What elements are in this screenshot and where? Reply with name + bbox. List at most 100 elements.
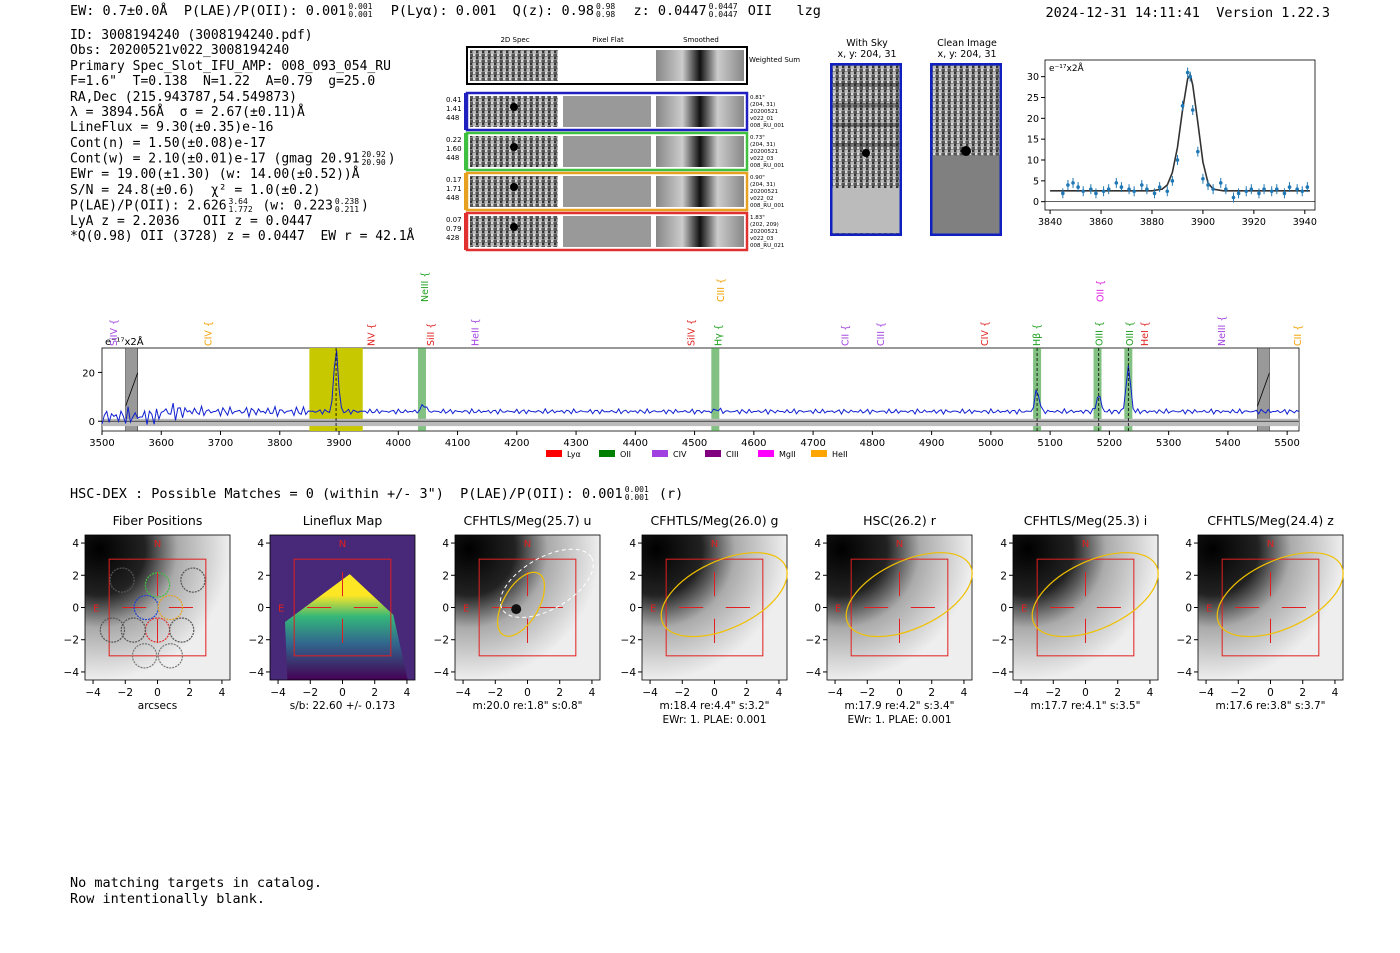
x-tick-label: −2 xyxy=(303,687,318,699)
x-tick-label: −2 xyxy=(860,687,875,699)
plya-value: P(Lyα): 0.001 xyxy=(390,3,497,19)
footer-line-1: No matching targets in catalog. xyxy=(70,875,322,891)
qz-range: 0.98 0.98 xyxy=(595,2,616,19)
spectrum-line-label: SiIV { xyxy=(687,319,698,346)
fiber-circle xyxy=(144,572,171,598)
panel-title: Lineflux Map xyxy=(303,513,383,528)
legend-label: CIV xyxy=(673,450,687,459)
spectrum-xtick-label: 4400 xyxy=(623,438,648,449)
cutout-left-label: 448 xyxy=(446,114,459,122)
spectrum-line xyxy=(101,350,1300,425)
x-tick-label: 0 xyxy=(1082,687,1089,699)
x-tick-label: 2 xyxy=(928,687,935,699)
cutout-right-label: 008_RU_021 xyxy=(750,243,784,249)
spectrum-line-label: OIII { xyxy=(1125,321,1136,346)
panel-1: N E 4 2 0 −2 −4 −4 −2 0 2 4 xyxy=(64,534,231,699)
spectrum-green-band xyxy=(1093,348,1102,431)
ew-value: EW: 0.7±0.0Å xyxy=(70,3,168,19)
fit-data-point xyxy=(1262,187,1266,191)
fit-data-point xyxy=(1249,187,1254,191)
fit-data-point xyxy=(1180,104,1185,108)
image-background xyxy=(455,535,600,680)
y-tick-label: −4 xyxy=(249,667,265,679)
fit-data-point xyxy=(1282,191,1287,196)
fit-data-point xyxy=(1145,187,1149,191)
fit-data-point xyxy=(1114,181,1119,185)
fit-data-point xyxy=(1132,189,1136,194)
fit-data-point xyxy=(1206,183,1210,187)
x-tick-label: 2 xyxy=(1299,687,1306,699)
spectrum-line-label: CII { xyxy=(841,325,852,346)
east-label: E xyxy=(463,604,469,615)
y-tick-label: −2 xyxy=(64,635,79,647)
legend-label: CIII xyxy=(726,450,739,459)
cutout-right-label: v022_01 xyxy=(750,116,774,122)
y-tick-label: 0 xyxy=(1185,603,1192,615)
image-background xyxy=(1198,535,1343,680)
with-sky-title: With Sky x, y: 204, 31 xyxy=(837,38,897,60)
spectrum-xtick-label: 4200 xyxy=(504,438,529,449)
north-label: N xyxy=(896,539,903,550)
cutout-left-label: 1.71 xyxy=(446,185,462,193)
x-tick-label: 0 xyxy=(711,687,718,699)
spectrum-xtick-label: 5100 xyxy=(1037,438,1062,449)
fit-data-point xyxy=(1201,176,1205,181)
fit-data-point xyxy=(1081,189,1086,194)
qz-value: Q(z): 0.98 xyxy=(512,3,594,19)
y-tick-label: −2 xyxy=(434,635,449,647)
x-tick-label: 4 xyxy=(1147,687,1154,699)
y-tick-label: 4 xyxy=(1000,538,1007,550)
x-tick-label: −4 xyxy=(1013,687,1029,699)
spectrum-line-label: OII { xyxy=(1095,280,1106,302)
legend-swatch xyxy=(758,450,774,457)
timestamp-version: 2024-12-31 14:11:41 Version 1.22.3 xyxy=(1046,5,1331,21)
fit-ytick-label: 20 xyxy=(1027,114,1039,125)
fit-data-point xyxy=(1190,108,1195,112)
x-tick-label: −4 xyxy=(1198,687,1214,699)
info-radec: RA,Dec (215.943787,54.549873) xyxy=(70,89,297,105)
aperture-ellipse xyxy=(845,552,973,638)
info-q: *Q(0.98) OII (3728) z = 0.0447 EW r = 42… xyxy=(70,229,415,245)
info-lambda: λ = 3894.56Å σ = 2.67(±0.11)Å xyxy=(70,105,305,121)
flag: lzg xyxy=(796,3,821,19)
cutout-smoothed-3 xyxy=(656,176,744,207)
y-tick-label: 4 xyxy=(814,538,821,550)
cutout-left-label: 0.07 xyxy=(446,216,462,224)
panel-title: CFHTLS/Meg(25.3) i xyxy=(1024,513,1148,528)
cutout-2d-2 xyxy=(470,136,558,167)
spectrum-line-label: CIII { xyxy=(716,278,727,302)
fit-data-point xyxy=(1119,185,1124,189)
cutout-2d-4 xyxy=(470,216,558,247)
search-box xyxy=(478,558,577,657)
fit-xtick-label: 3880 xyxy=(1140,217,1164,228)
cutout-source-2 xyxy=(510,143,518,151)
full-spectrum-chart: 3500 3600 3700 3800 3900 4000 4100 4200 4300 4400… xyxy=(82,272,1304,459)
spectrum-xtick-label: 4900 xyxy=(919,438,944,449)
cutout-2d-3 xyxy=(470,176,558,207)
fit-data-point xyxy=(1170,179,1175,183)
spec-cutout-grid: 2D Spec Pixel Flat Smoothed Weighted Sum… xyxy=(446,36,800,252)
header-summary: EW: 0.7±0.0Å P(LAE)/P(OII): 0.001 0.001 0.… xyxy=(70,2,821,20)
y-tick-label: 2 xyxy=(1000,570,1007,582)
cutout-color-bar xyxy=(464,173,467,210)
y-tick-label: 0 xyxy=(72,603,79,615)
cutout-source-4 xyxy=(510,223,518,231)
legend-swatch xyxy=(811,450,827,457)
x-tick-label: −2 xyxy=(1231,687,1246,699)
fit-data-point xyxy=(1287,185,1292,189)
legend-label: OII xyxy=(620,450,631,459)
panel-caption-2: EWr: 1. PLAE: 0.001 xyxy=(847,714,951,726)
spectrum-line-label: NeIII { xyxy=(420,272,431,302)
fit-ytick-label: 10 xyxy=(1027,156,1039,167)
cutout-right-label: 20200521 xyxy=(750,229,778,235)
fit-ytick-label: 15 xyxy=(1027,135,1039,146)
x-tick-label: −4 xyxy=(85,687,101,699)
cutout-left-label: 0.41 xyxy=(446,96,462,104)
north-label: N xyxy=(524,539,531,550)
cutout-smoothed-2 xyxy=(656,136,744,167)
fit-data-point xyxy=(1094,191,1098,196)
x-tick-label: −4 xyxy=(827,687,843,699)
fit-data-point xyxy=(1076,185,1080,189)
spectrum-line-label: CIV { xyxy=(980,321,991,346)
spectrum-noise-band xyxy=(102,418,1299,427)
